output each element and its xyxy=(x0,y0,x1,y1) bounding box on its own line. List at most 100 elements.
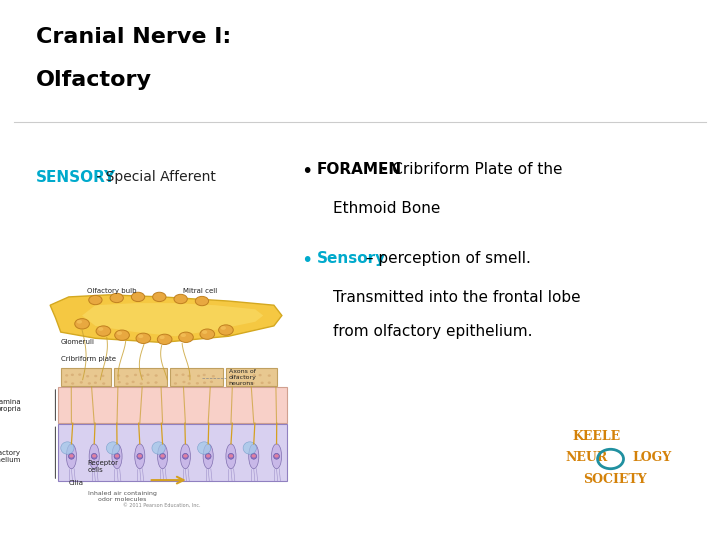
Text: Olfactory bulb: Olfactory bulb xyxy=(87,288,137,294)
Text: Cilia: Cilia xyxy=(69,480,84,487)
Text: Transmitted into the frontal lobe: Transmitted into the frontal lobe xyxy=(333,290,580,305)
Circle shape xyxy=(147,382,150,384)
Ellipse shape xyxy=(136,333,150,343)
Text: KEELE: KEELE xyxy=(572,430,621,443)
Circle shape xyxy=(140,382,143,385)
Ellipse shape xyxy=(112,444,122,469)
Text: •: • xyxy=(301,162,312,181)
Ellipse shape xyxy=(66,444,76,469)
Ellipse shape xyxy=(202,330,207,334)
Circle shape xyxy=(251,454,256,457)
Circle shape xyxy=(88,382,91,384)
Circle shape xyxy=(206,454,210,457)
Circle shape xyxy=(125,382,129,385)
Circle shape xyxy=(155,374,158,377)
Ellipse shape xyxy=(228,454,234,459)
Text: Sensory: Sensory xyxy=(317,251,386,266)
Ellipse shape xyxy=(60,442,74,454)
Circle shape xyxy=(134,374,137,376)
FancyBboxPatch shape xyxy=(60,368,112,386)
Ellipse shape xyxy=(181,333,186,337)
Ellipse shape xyxy=(179,332,193,342)
Text: - Special Afferent: - Special Afferent xyxy=(92,170,216,184)
Ellipse shape xyxy=(135,444,145,469)
Ellipse shape xyxy=(114,454,120,459)
Ellipse shape xyxy=(182,454,189,459)
Circle shape xyxy=(132,381,135,383)
Circle shape xyxy=(197,375,200,377)
Text: © 2011 Pearson Education, Inc.: © 2011 Pearson Education, Inc. xyxy=(123,503,201,508)
Ellipse shape xyxy=(220,326,226,330)
Circle shape xyxy=(175,374,178,376)
Circle shape xyxy=(64,381,68,383)
Ellipse shape xyxy=(274,454,279,459)
Circle shape xyxy=(210,381,213,383)
Circle shape xyxy=(229,454,233,457)
Ellipse shape xyxy=(75,319,89,329)
FancyBboxPatch shape xyxy=(58,424,287,481)
Circle shape xyxy=(274,454,279,457)
Circle shape xyxy=(78,373,81,376)
Circle shape xyxy=(230,374,233,376)
Circle shape xyxy=(181,374,184,376)
Ellipse shape xyxy=(107,442,120,454)
Circle shape xyxy=(138,454,142,457)
Circle shape xyxy=(69,454,73,457)
Ellipse shape xyxy=(243,442,256,454)
Text: SENSORY: SENSORY xyxy=(36,170,116,185)
Ellipse shape xyxy=(89,444,99,469)
Text: •: • xyxy=(301,251,312,270)
Ellipse shape xyxy=(248,444,258,469)
Text: Lamina
propria: Lamina propria xyxy=(0,399,21,412)
Circle shape xyxy=(244,375,248,377)
FancyBboxPatch shape xyxy=(226,368,276,386)
Ellipse shape xyxy=(110,293,123,302)
Ellipse shape xyxy=(271,444,282,469)
Circle shape xyxy=(212,375,215,377)
Circle shape xyxy=(261,382,264,384)
Text: SOCIETY: SOCIETY xyxy=(583,473,647,486)
Polygon shape xyxy=(82,303,264,336)
Ellipse shape xyxy=(91,454,97,459)
Text: Mitral cell: Mitral cell xyxy=(184,288,217,294)
Ellipse shape xyxy=(98,327,104,331)
Circle shape xyxy=(80,381,83,383)
Text: Cranial Nerve I:: Cranial Nerve I: xyxy=(36,27,231,47)
Ellipse shape xyxy=(174,294,187,303)
Circle shape xyxy=(187,382,191,384)
Ellipse shape xyxy=(203,444,213,469)
FancyBboxPatch shape xyxy=(170,368,223,386)
Ellipse shape xyxy=(158,334,172,345)
Circle shape xyxy=(65,374,68,376)
Text: Ethmoid Bone: Ethmoid Bone xyxy=(333,201,440,216)
Ellipse shape xyxy=(200,329,215,339)
Ellipse shape xyxy=(114,330,130,340)
Text: Cribriform plate: Cribriform plate xyxy=(60,356,116,362)
Circle shape xyxy=(94,382,97,384)
Ellipse shape xyxy=(68,454,74,459)
Circle shape xyxy=(268,374,271,377)
Circle shape xyxy=(237,375,240,377)
Ellipse shape xyxy=(159,335,165,339)
Ellipse shape xyxy=(137,454,143,459)
Circle shape xyxy=(196,382,199,384)
Circle shape xyxy=(154,381,158,384)
Circle shape xyxy=(202,374,206,376)
Text: - Cribriform Plate of the: - Cribriform Plate of the xyxy=(377,162,562,177)
Circle shape xyxy=(258,374,261,376)
Polygon shape xyxy=(50,295,282,342)
Ellipse shape xyxy=(226,444,236,469)
Circle shape xyxy=(184,454,187,457)
Circle shape xyxy=(71,374,74,376)
Ellipse shape xyxy=(251,454,257,459)
Text: – perception of smell.: – perception of smell. xyxy=(361,251,531,266)
Circle shape xyxy=(161,454,165,457)
Text: Olfactory: Olfactory xyxy=(36,70,152,90)
Circle shape xyxy=(182,381,186,383)
Ellipse shape xyxy=(197,442,211,454)
Ellipse shape xyxy=(158,444,168,469)
Ellipse shape xyxy=(219,325,233,335)
Circle shape xyxy=(174,382,177,384)
Circle shape xyxy=(203,381,206,384)
Text: Axons of
olfactory
neurons: Axons of olfactory neurons xyxy=(229,369,256,386)
